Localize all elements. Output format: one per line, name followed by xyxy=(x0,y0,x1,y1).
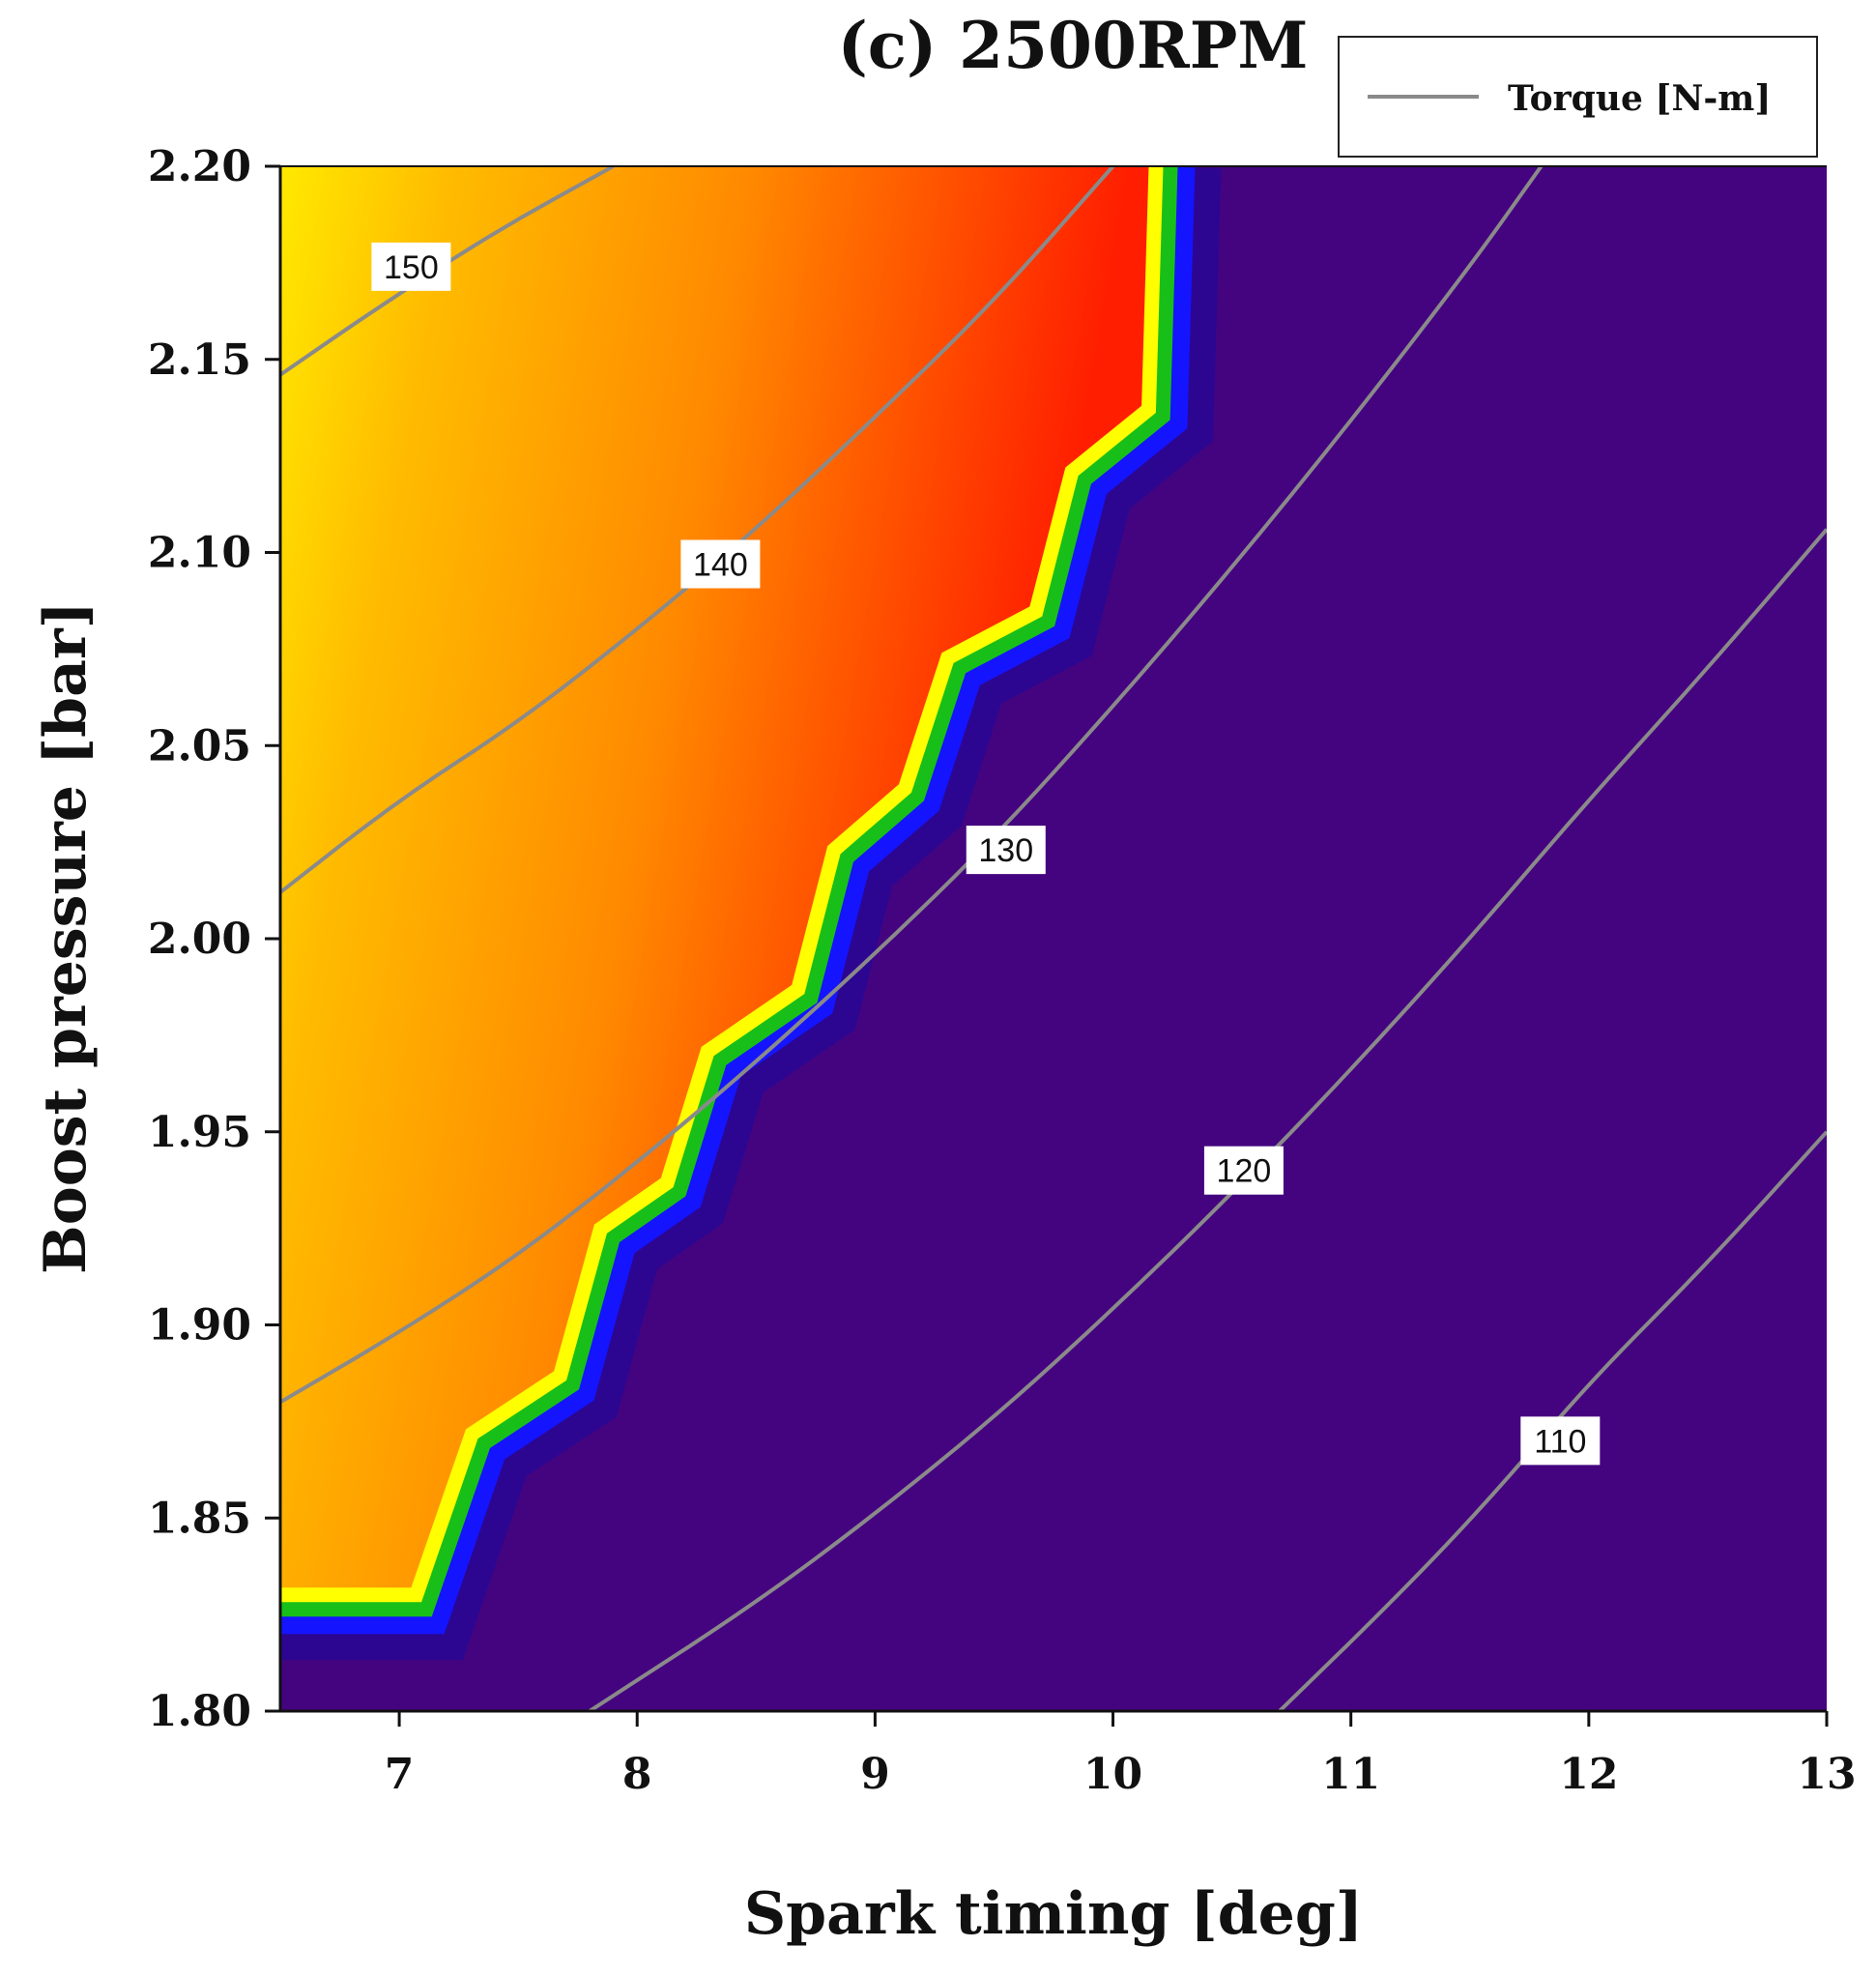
x-tick-label: 10 xyxy=(1083,1750,1142,1799)
x-tick-label: 9 xyxy=(860,1750,890,1799)
y-tick-label: 1.90 xyxy=(148,1301,251,1351)
y-tick-label: 1.85 xyxy=(148,1494,251,1543)
contour-label-box-140 xyxy=(680,539,761,589)
contour-line-140 xyxy=(280,166,1115,894)
contour-line-150 xyxy=(280,166,615,377)
x-tick-label: 11 xyxy=(1321,1750,1380,1799)
contour-lines xyxy=(280,166,1827,1711)
x-tick-label: 8 xyxy=(622,1750,652,1799)
contour-label-110: 110 xyxy=(1534,1423,1586,1460)
y-tick-label: 2.15 xyxy=(148,335,251,385)
contour-line-120 xyxy=(588,528,1827,1711)
contour-line-130 xyxy=(280,166,1544,1405)
contour-label-120: 120 xyxy=(1217,1153,1272,1190)
legend: Torque [N-m] xyxy=(1338,36,1818,158)
x-axis-ticks: 7 8 9 10 11 12 13 xyxy=(385,1711,1857,1799)
contour-label-150: 150 xyxy=(384,249,439,286)
contour-label-box-120 xyxy=(1203,1146,1284,1195)
contour-label-140: 140 xyxy=(693,546,748,583)
plot-area xyxy=(280,166,1827,1711)
y-tick-label: 1.95 xyxy=(148,1108,251,1157)
x-tick-label: 7 xyxy=(385,1750,415,1799)
y-tick-label: 1.80 xyxy=(148,1687,251,1736)
contour-label-box-130 xyxy=(966,826,1046,875)
contour-labels: 150 140 130 120 110 xyxy=(371,242,1601,1466)
y-axis-label: Boost pressure [bar] xyxy=(32,601,100,1274)
legend-label: Torque [N-m] xyxy=(1508,78,1771,119)
contour-label-130: 130 xyxy=(978,832,1033,869)
y-tick-label: 2.20 xyxy=(148,142,251,191)
contour-label-box-150 xyxy=(371,242,451,291)
contour-label-box-110 xyxy=(1520,1416,1601,1466)
y-tick-label: 2.00 xyxy=(148,915,251,964)
chart-title: (c) 2500RPM xyxy=(838,8,1309,83)
feasible-region-fill xyxy=(280,166,1149,1588)
contour-line-110 xyxy=(1278,1130,1827,1711)
y-tick-label: 2.05 xyxy=(148,721,251,770)
y-tick-label: 2.10 xyxy=(148,529,251,578)
x-axis-label: Spark timing [deg] xyxy=(744,1880,1363,1948)
x-tick-label: 12 xyxy=(1559,1750,1618,1799)
y-axis-ticks: 1.80 1.85 1.90 1.95 2.00 2.05 2.10 2.15 2.20 xyxy=(148,142,280,1736)
x-tick-label: 13 xyxy=(1797,1750,1856,1799)
